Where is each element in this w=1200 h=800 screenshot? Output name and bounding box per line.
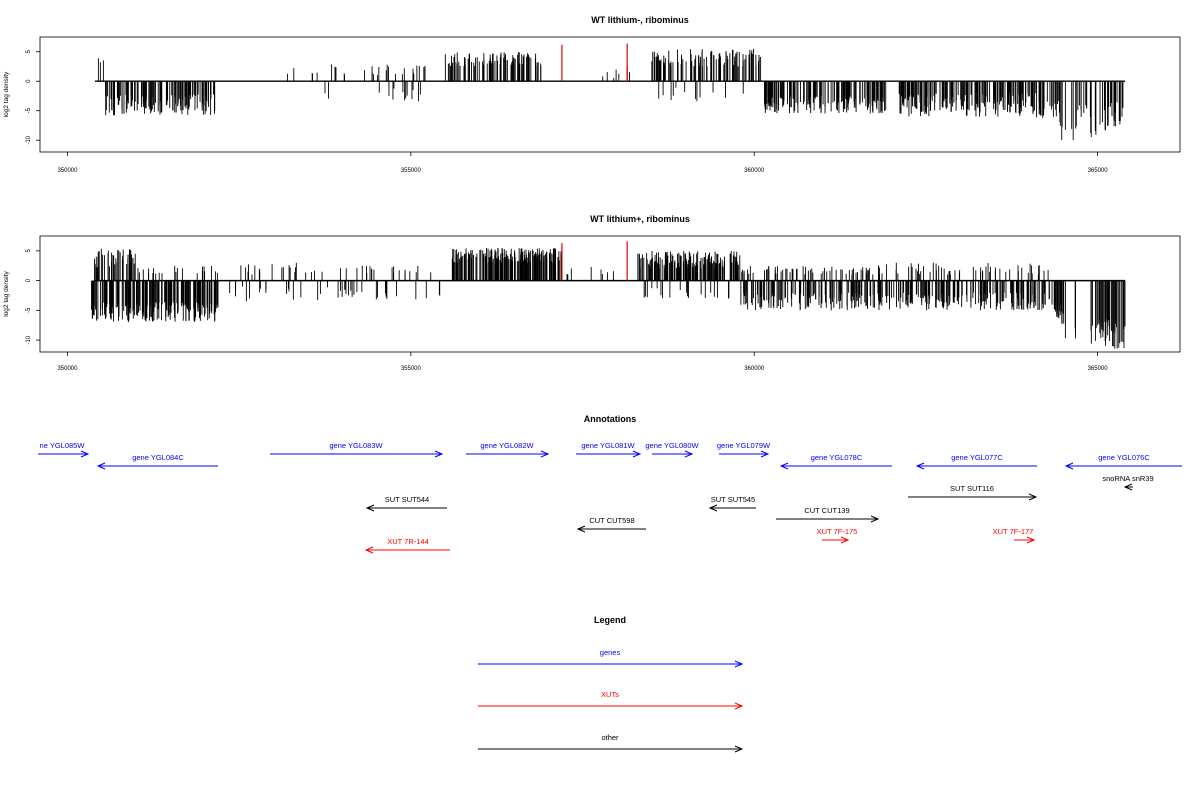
annotation-xut: XUT 7F-175 xyxy=(817,527,858,544)
arrow-head xyxy=(840,536,850,544)
arrow-head xyxy=(1026,536,1036,544)
annotation-other: SUT SUT544 xyxy=(365,495,447,512)
annotation-label: gene YGL084C xyxy=(132,453,184,462)
x-tick-label: 355000 xyxy=(401,366,422,372)
annotation-gene: gene YGL081W xyxy=(576,441,642,458)
legend-label: other xyxy=(601,733,619,742)
annotation-label: XUT 7F-175 xyxy=(817,527,858,536)
arrow-head xyxy=(576,525,586,533)
density-bars xyxy=(91,248,1126,349)
y-axis-label: log2 tag density xyxy=(3,270,10,316)
y-tick-label: 0 xyxy=(26,278,32,282)
arrow-head xyxy=(434,450,444,458)
legend-label: XUTs xyxy=(601,690,619,699)
annotation-gene: gene YGL082W xyxy=(466,441,550,458)
y-tick-label: -5 xyxy=(26,107,32,113)
annotation-xut: XUT 7R-144 xyxy=(364,537,450,554)
annotation-other: snoRNA snR39 xyxy=(1102,474,1154,491)
annotation-other: SUT SUT116 xyxy=(908,484,1038,501)
arrow-head xyxy=(80,450,90,458)
arrow-head xyxy=(1123,483,1133,491)
annotation-label: ne YGL085W xyxy=(40,441,86,450)
y-tick-label: -10 xyxy=(26,135,32,144)
arrow-head xyxy=(1064,462,1074,470)
legend-entry-xut: XUTs xyxy=(478,690,744,710)
track-panel-lithium-plus: WT lithium+, ribominus 5 0 -5 -10 log2 tag de… xyxy=(3,214,1181,372)
annotation-gene: gene YGL083W xyxy=(270,441,444,458)
annotation-label: gene YGL081W xyxy=(581,441,635,450)
legend-entry-gene: genes xyxy=(478,648,744,668)
legend-title: Legend xyxy=(594,615,626,625)
y-tick-label: 5 xyxy=(26,249,32,253)
arrow-head xyxy=(760,450,770,458)
annotation-label: SUT SUT545 xyxy=(711,495,755,504)
arrow-head xyxy=(684,450,694,458)
arrow-head xyxy=(870,515,880,523)
arrow-head xyxy=(734,745,744,753)
y-tick-label: -10 xyxy=(26,335,32,344)
annotation-other: SUT SUT545 xyxy=(708,495,756,512)
annotation-label: gene YGL082W xyxy=(480,441,534,450)
arrow-head xyxy=(734,660,744,668)
annotation-label: snoRNA snR39 xyxy=(1102,474,1153,483)
annotation-label: gene YGL076C xyxy=(1098,453,1150,462)
x-tick-label: 360000 xyxy=(744,168,765,174)
x-tick-label: 355000 xyxy=(401,168,422,174)
annotation-gene: gene YGL084C xyxy=(96,453,218,470)
y-tick-label: 5 xyxy=(26,49,32,53)
annotation-gene: gene YGL078C xyxy=(779,453,892,470)
chart-title: WT lithium+, ribominus xyxy=(590,214,690,224)
annotation-label: SUT SUT116 xyxy=(950,484,994,493)
annotation-other: CUT CUT598 xyxy=(576,516,646,533)
annotation-label: gene YGL077C xyxy=(951,453,1003,462)
x-tick-label: 350000 xyxy=(57,366,78,372)
annotations-title: Annotations xyxy=(584,414,637,424)
annotation-other: CUT CUT139 xyxy=(776,506,880,523)
annotation-label: SUT SUT544 xyxy=(385,495,429,504)
x-tick-label: 350000 xyxy=(57,168,78,174)
annotation-gene: gene YGL079W xyxy=(717,441,771,458)
legend-label: genes xyxy=(600,648,621,657)
arrow-head xyxy=(96,462,106,470)
arrow-head xyxy=(915,462,925,470)
arrow-head xyxy=(779,462,789,470)
y-tick-label: 0 xyxy=(26,79,32,83)
arrow-head xyxy=(365,504,375,512)
annotation-gene: gene YGL076C xyxy=(1064,453,1182,470)
x-tick-label: 360000 xyxy=(744,366,765,372)
annotation-label: XUT 7F-177 xyxy=(993,527,1034,536)
x-tick-label: 365000 xyxy=(1088,168,1109,174)
legend-entry-other: other xyxy=(478,733,744,753)
x-tick-label: 365000 xyxy=(1088,366,1109,372)
annotation-gene: gene YGL077C xyxy=(915,453,1037,470)
density-bars xyxy=(97,48,1124,140)
arrow-head xyxy=(364,546,374,554)
annotation-label: gene YGL083W xyxy=(329,441,383,450)
arrow-head xyxy=(708,504,718,512)
arrow-head xyxy=(632,450,642,458)
annotation-gene: gene YGL080W xyxy=(645,441,700,458)
annotation-label: CUT CUT139 xyxy=(804,506,849,515)
legend: genes XUTs other xyxy=(478,648,744,753)
annotation-label: XUT 7R-144 xyxy=(387,537,429,546)
arrow-head xyxy=(1028,493,1038,501)
annotation-xut: XUT 7F-177 xyxy=(993,527,1036,544)
annotation-label: CUT CUT598 xyxy=(589,516,634,525)
arrow-head xyxy=(734,702,744,710)
annotation-label: gene YGL078C xyxy=(811,453,863,462)
chart-title: WT lithium-, ribominus xyxy=(591,15,689,25)
y-axis-label: log2 tag density xyxy=(3,71,10,117)
arrow-head xyxy=(540,450,550,458)
plot-frame xyxy=(39,235,1181,353)
y-tick-label: -5 xyxy=(26,307,32,313)
track-panel-lithium-minus: WT lithium-, ribominus 5 0 -5 -10 log2 tag de… xyxy=(3,15,1181,174)
annotation-track: ne YGL085W gene YGL084C gene YGL083W gene Y… xyxy=(38,441,1182,554)
plot-frame xyxy=(39,36,1181,153)
annotation-label: gene YGL079W xyxy=(717,441,771,450)
annotation-label: gene YGL080W xyxy=(645,441,699,450)
annotation-gene: ne YGL085W xyxy=(38,441,90,458)
